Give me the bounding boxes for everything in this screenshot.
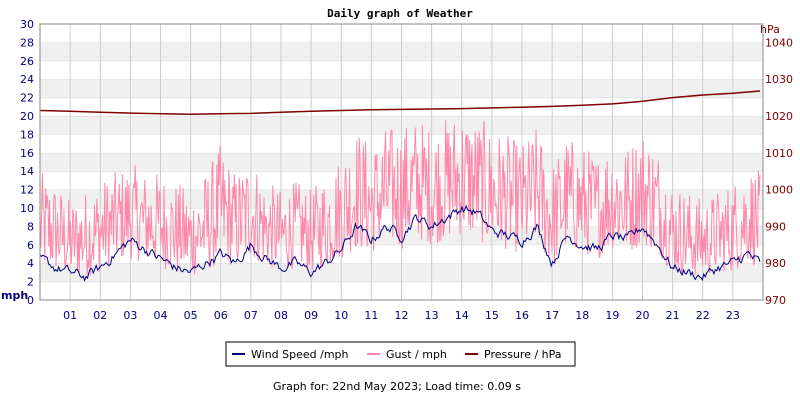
legend-label-wind-speed: Wind Speed /mph	[251, 348, 349, 361]
axes	[39, 23, 764, 301]
y-right-tick-980: 980	[765, 257, 786, 270]
x-tick-17: 17	[545, 309, 559, 322]
y-left-tick-24: 24	[20, 73, 34, 86]
y-right-tick-990: 990	[765, 220, 786, 233]
y-right-tick-1040: 1040	[765, 36, 793, 49]
y-left-tick-10: 10	[20, 202, 34, 215]
pressure-series	[39, 90, 761, 115]
y-left-tick-0: 0	[27, 294, 34, 307]
x-tick-19: 19	[605, 309, 619, 322]
x-tick-08: 08	[274, 309, 288, 322]
y-left-tick-2: 2	[27, 276, 34, 289]
x-tick-09: 09	[304, 309, 318, 322]
x-tick-10: 10	[334, 309, 348, 322]
x-tick-21: 21	[666, 309, 680, 322]
y-left-tick-28: 28	[20, 36, 34, 49]
y-right-tick-1010: 1010	[765, 147, 793, 160]
y-right-tick-1000: 1000	[765, 184, 793, 197]
pressure-line	[39, 90, 761, 115]
legend: Wind Speed /mph Gust / mph Pressure / hP…	[225, 341, 576, 367]
y-left-tick-14: 14	[20, 165, 34, 178]
x-tick-15: 15	[485, 309, 499, 322]
y-right-tick-1020: 1020	[765, 110, 793, 123]
legend-label-pressure: Pressure / hPa	[484, 348, 562, 361]
gust-line	[39, 120, 761, 276]
vertical-gridlines	[69, 24, 734, 300]
y-left-tick-26: 26	[20, 55, 34, 68]
x-tick-01: 01	[63, 309, 77, 322]
y-left-tick-16: 16	[20, 147, 34, 160]
x-tick-03: 03	[123, 309, 137, 322]
x-tick-06: 06	[214, 309, 228, 322]
x-tick-05: 05	[184, 309, 198, 322]
y-left-tick-30: 30	[20, 18, 34, 31]
x-tick-20: 20	[636, 309, 650, 322]
x-tick-11: 11	[364, 309, 378, 322]
x-tick-12: 12	[395, 309, 409, 322]
x-tick-23: 23	[726, 309, 740, 322]
chart-footer: Graph for: 22nd May 2023; Load time: 0.0…	[273, 380, 521, 393]
y-left-tick-6: 6	[27, 239, 34, 252]
y-left-tick-8: 8	[27, 220, 34, 233]
y-left-tick-12: 12	[20, 184, 34, 197]
x-tick-07: 07	[244, 309, 258, 322]
x-tick-16: 16	[515, 309, 529, 322]
x-tick-22: 22	[696, 309, 710, 322]
chart-title: Daily graph of Weather	[327, 7, 473, 20]
right-axis-ticks: 970 980 990 1000 1010 1020 1030 1040	[765, 36, 793, 307]
gust-series	[39, 120, 761, 276]
left-axis-unit: mph	[1, 289, 28, 302]
legend-box	[225, 341, 576, 367]
y-left-tick-4: 4	[27, 257, 34, 270]
x-tick-04: 04	[154, 309, 168, 322]
wind-speed-series	[39, 204, 761, 283]
y-right-tick-1030: 1030	[765, 73, 793, 86]
y-left-tick-22: 22	[20, 92, 34, 105]
wind-speed-line	[39, 204, 761, 283]
right-axis-unit: hPa	[760, 23, 780, 36]
plot-frame	[39, 23, 764, 301]
legend-label-gust: Gust / mph	[386, 348, 447, 361]
x-tick-14: 14	[455, 309, 469, 322]
x-tick-18: 18	[575, 309, 589, 322]
y-left-tick-18: 18	[20, 128, 34, 141]
y-left-tick-20: 20	[20, 110, 34, 123]
x-tick-02: 02	[93, 309, 107, 322]
x-tick-13: 13	[425, 309, 439, 322]
x-axis-ticks: 01 02 03 04 05 06 07 08 09 10 11 12 13 14 15 16 17 18 19 20…	[63, 309, 740, 322]
y-right-tick-970: 970	[765, 294, 786, 307]
